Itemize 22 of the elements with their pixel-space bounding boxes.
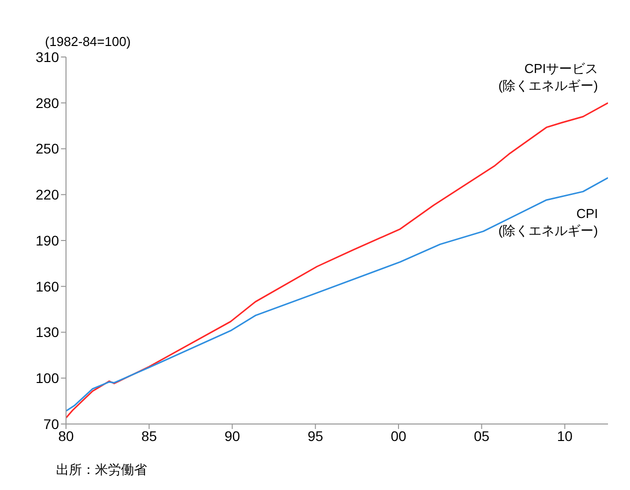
text: 出所：米労働省 — [56, 462, 147, 477]
y-tick-label: 220 — [36, 186, 60, 203]
y-tick-label: 250 — [36, 140, 60, 157]
line-series — [66, 102, 608, 419]
y-tick-label: 100 — [36, 370, 60, 386]
series-label: CPI (除くエネルギー) — [498, 206, 598, 238]
series-label: CPIサービス (除くエネルギー) — [498, 60, 598, 93]
line-series — [66, 177, 608, 412]
x-tick-label: 95 — [308, 428, 324, 444]
x-tick-label: 05 — [474, 428, 490, 444]
x-tick-label: 00 — [390, 428, 407, 444]
x-tick-label: 85 — [141, 428, 158, 444]
y-axis-title: (1982-84=100) — [45, 34, 131, 49]
y-tick-label: 160 — [36, 278, 60, 294]
x-tick-label: 10 — [556, 428, 573, 444]
y-tick-label: 280 — [36, 94, 60, 111]
y-tick-label: 130 — [36, 324, 60, 340]
x-tick-label: 90 — [224, 428, 240, 444]
y-tick-label: 70 — [43, 416, 60, 432]
y-tick-label: 310 — [36, 48, 60, 65]
x-tick-label: 80 — [58, 428, 74, 444]
y-tick-label: 190 — [36, 232, 60, 248]
